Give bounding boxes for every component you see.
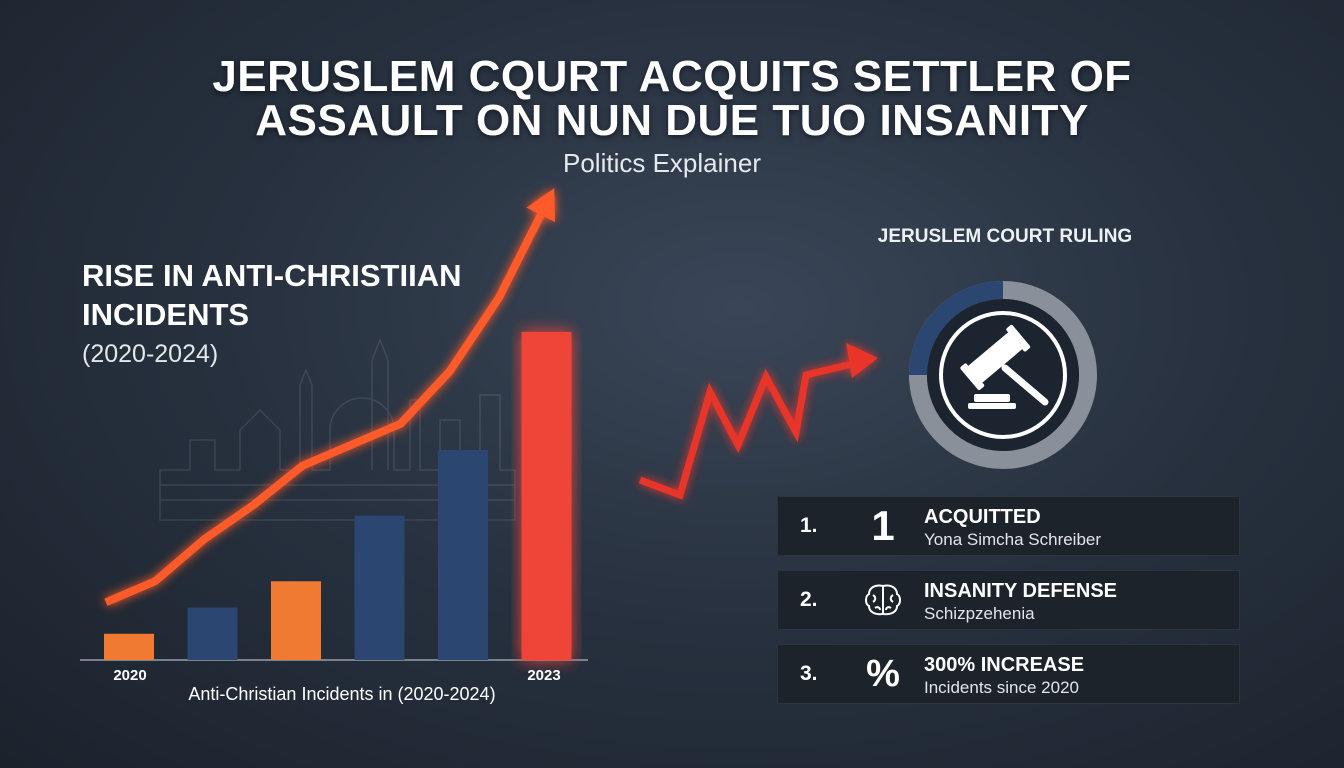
main-title-line-2: ASSAULT ON NUN DUE TUO INSANITY	[255, 96, 1089, 145]
fact-number: 2.	[800, 588, 818, 611]
ruling-donut	[909, 281, 1097, 469]
trend-line	[104, 198, 552, 606]
chart-title-line-2: INCIDENTS	[82, 297, 250, 332]
bar	[104, 633, 154, 660]
fact-description: Yona Simcha Schreiber	[924, 530, 1102, 549]
fact-number: 3.	[800, 662, 818, 685]
bar	[187, 607, 238, 660]
chart-title-line-1: RISE IN ANTI-CHRISTIIAN	[82, 258, 462, 293]
fact-description: Schizpzehenia	[924, 604, 1035, 623]
fact-row-increase: 3. % 300% INCREASE Incidents since 2020	[777, 644, 1240, 704]
gavel-icon	[960, 324, 1049, 409]
bar	[354, 515, 405, 660]
chart-title-range: (2020-2024)	[82, 340, 219, 368]
fact-row-acquitted: 1. 1 ACQUITTED Yona Simcha Schreiber	[777, 496, 1240, 556]
bar	[438, 450, 488, 660]
trend-arrowhead-icon	[526, 188, 556, 223]
fact-description: Incidents since 2020	[924, 678, 1079, 697]
fact-label: INSANITY DEFENSE	[924, 580, 1117, 602]
fact-number: 1.	[800, 514, 818, 537]
percent-icon: %	[866, 652, 900, 695]
bar	[271, 581, 321, 660]
number-one-icon: 1	[871, 502, 895, 549]
fact-label: ACQUITTED	[924, 506, 1041, 528]
fact-label: 300% INCREASE	[924, 654, 1085, 676]
subtitle: Politics Explainer	[563, 148, 761, 178]
ruling-title: JERUSLEM COURT RULING	[877, 226, 1133, 247]
bar	[521, 331, 572, 660]
fact-row-insanity: 2. INSANITY DEFENSE Schizpzehenia	[777, 570, 1240, 630]
zigzag-arrow-icon	[638, 343, 878, 500]
brain-icon	[858, 571, 908, 629]
x-tick-label: 2023	[527, 667, 560, 684]
main-title-line-1: JERUSLEM CQURT ACQUITS SETTLER OF	[212, 52, 1132, 101]
x-tick-label: 2020	[113, 667, 146, 684]
chart-caption: Anti-Christian Incidents in (2020-2024)	[188, 684, 495, 704]
